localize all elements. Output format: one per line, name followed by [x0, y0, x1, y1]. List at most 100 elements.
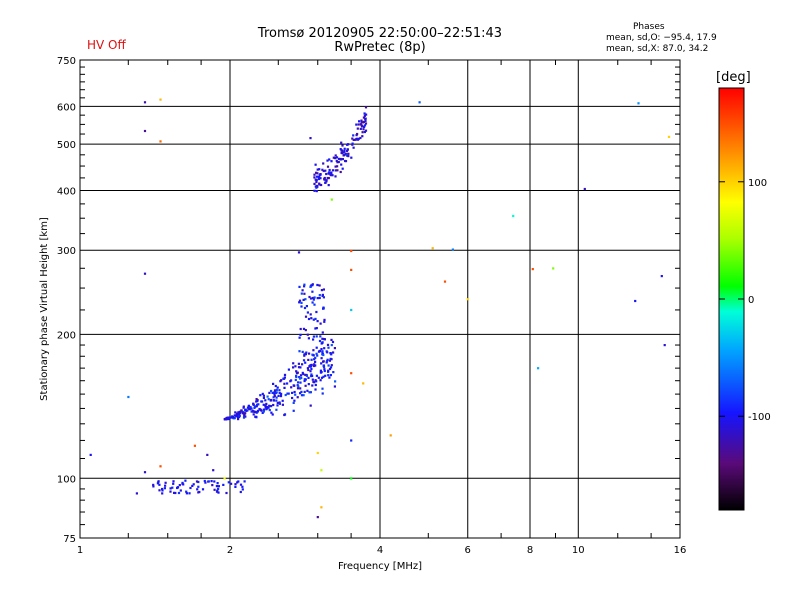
echo-point [319, 177, 322, 180]
echo-point [313, 364, 316, 368]
echo-point [259, 408, 262, 411]
echo-point [262, 408, 265, 411]
echo-point [275, 391, 278, 394]
echo-point [182, 483, 185, 486]
y-tick-label: 500 [57, 140, 76, 151]
echo-point [267, 406, 270, 409]
echo-point [305, 351, 308, 354]
echo-point [637, 102, 640, 105]
echo-point [242, 406, 245, 409]
echo-point [351, 143, 354, 146]
echo-point [361, 135, 364, 138]
echo-point [330, 338, 333, 341]
echo-point [352, 134, 355, 137]
echo-point [309, 370, 312, 373]
echo-point [634, 299, 637, 303]
echo-point [232, 415, 235, 418]
echo-point [243, 480, 246, 483]
echo-point [316, 168, 319, 171]
echo-point [265, 405, 269, 409]
echo-point [280, 392, 283, 395]
echo-point [261, 411, 264, 414]
echo-point [293, 390, 296, 394]
echo-point [280, 379, 283, 382]
echo-point [164, 484, 167, 487]
echo-point [335, 159, 338, 162]
echo-point [256, 409, 260, 412]
echo-point [303, 285, 306, 288]
echo-point [305, 305, 308, 308]
echo-point [302, 394, 305, 397]
echo-point [229, 416, 232, 419]
echo-point [189, 486, 192, 490]
echo-point [299, 366, 302, 369]
echo-point [364, 119, 367, 122]
echo-point [325, 360, 329, 363]
echo-point [265, 408, 268, 411]
echo-point [314, 383, 317, 387]
echo-point [317, 350, 321, 353]
echo-point [307, 368, 310, 372]
y-tick-label: 600 [57, 102, 76, 113]
echo-point [334, 157, 337, 160]
echo-point [265, 402, 268, 405]
echo-point [314, 356, 317, 359]
echo-point [323, 318, 326, 321]
echo-point [329, 374, 332, 377]
echo-point [313, 173, 316, 176]
echo-point [341, 144, 344, 147]
echo-point [262, 403, 265, 406]
echo-point [363, 125, 366, 128]
echo-point [193, 444, 196, 447]
echo-point [207, 480, 210, 483]
echo-point [337, 160, 340, 164]
echo-point [531, 268, 534, 271]
echo-point [270, 389, 273, 393]
echo-point [357, 137, 360, 140]
echo-point [466, 298, 469, 301]
echo-point [322, 360, 325, 363]
echo-point [315, 175, 319, 178]
echo-point [217, 485, 220, 488]
y-axis-label: Stationary phase Virtual Height [km] [39, 217, 50, 401]
echo-point [321, 341, 324, 344]
echo-point [272, 396, 275, 399]
echo-point [197, 491, 200, 494]
echo-point [309, 285, 312, 288]
echo-point [341, 158, 344, 161]
echo-point [324, 169, 327, 172]
echo-point [330, 198, 333, 201]
echo-point [250, 410, 253, 413]
echo-point [322, 296, 325, 299]
echo-point [342, 154, 345, 157]
echo-point [242, 416, 246, 419]
echo-point [331, 169, 335, 172]
echo-point [279, 395, 283, 398]
plot-frame [79, 59, 681, 539]
echo-point [322, 375, 325, 378]
echo-point [451, 248, 454, 251]
echo-point [320, 348, 323, 351]
echo-point [277, 394, 280, 397]
echo-point [298, 301, 301, 304]
echo-point [309, 404, 312, 407]
echo-point [299, 392, 302, 395]
echo-point [326, 343, 330, 346]
echo-point [291, 396, 294, 400]
echo-point [583, 187, 586, 191]
echo-point [275, 396, 278, 399]
echo-point [326, 159, 329, 162]
echo-point [299, 333, 302, 336]
echo-point [283, 373, 287, 376]
echo-point [143, 471, 147, 474]
echo-point [278, 391, 281, 395]
echo-point [244, 412, 247, 415]
echo-point [362, 382, 365, 385]
echo-point [250, 407, 253, 410]
echo-point [286, 392, 289, 395]
echo-point [304, 298, 307, 301]
echo-point [350, 477, 353, 480]
echo-point [327, 184, 330, 187]
echo-point [309, 137, 312, 140]
echo-point [258, 407, 261, 411]
